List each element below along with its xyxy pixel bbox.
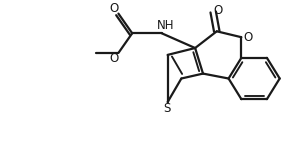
- Text: O: O: [109, 2, 118, 15]
- Text: O: O: [244, 31, 253, 44]
- Text: O: O: [214, 4, 223, 18]
- Text: O: O: [109, 52, 118, 65]
- Text: NH: NH: [157, 19, 174, 32]
- Text: S: S: [163, 102, 170, 114]
